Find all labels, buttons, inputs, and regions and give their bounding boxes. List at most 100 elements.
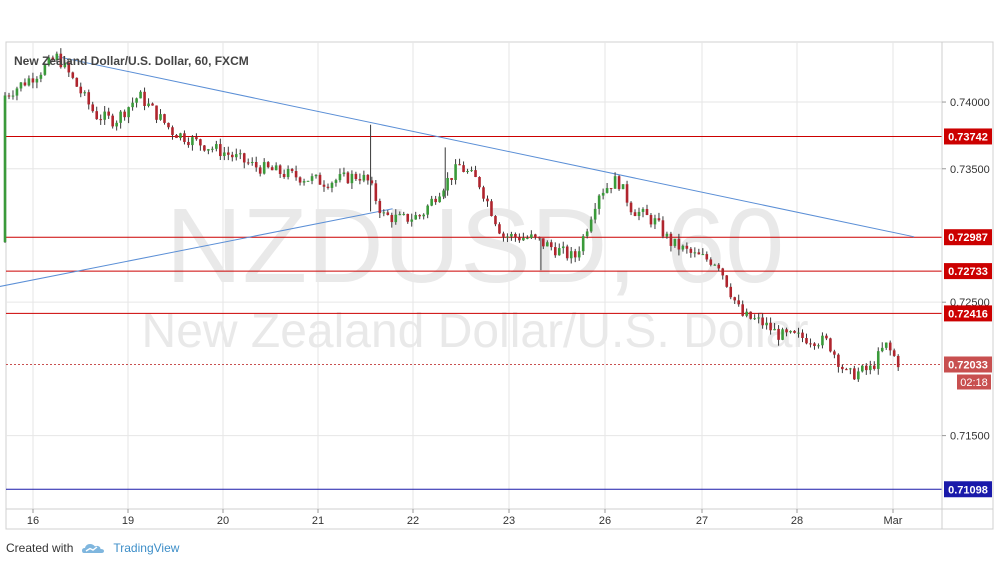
candle-body — [880, 347, 884, 352]
candle-body — [346, 172, 350, 184]
candle-body — [801, 332, 804, 339]
candle-body — [669, 233, 673, 246]
candle-body — [47, 57, 51, 66]
x-tick-label: 27 — [696, 515, 708, 527]
candle-body — [215, 144, 218, 149]
current-price-badge: 0.72033 — [948, 359, 988, 371]
candle-body — [569, 251, 573, 259]
candle-body — [374, 183, 378, 201]
candle-body — [167, 122, 170, 128]
candle-body — [474, 170, 477, 178]
candle-body — [685, 245, 689, 249]
candle-body — [865, 365, 868, 371]
candle-body — [534, 234, 537, 237]
candle-body — [59, 53, 63, 68]
countdown-badge: 02:18 — [960, 377, 988, 389]
candle-body — [657, 218, 661, 221]
candle-body — [442, 190, 445, 197]
candle-body — [258, 167, 262, 174]
candle-body — [334, 180, 338, 183]
candle-body — [876, 351, 880, 369]
candle-body — [737, 300, 740, 305]
candle-body — [777, 328, 780, 340]
candle-body — [314, 174, 318, 177]
candle-body — [502, 233, 505, 237]
candle-body — [143, 91, 146, 106]
candle-body — [633, 212, 637, 217]
level-price-badge-bg — [944, 128, 992, 145]
level-price-badge-bg — [944, 229, 992, 246]
candle-body — [510, 233, 513, 237]
candle-body — [677, 238, 681, 250]
candle-body — [649, 215, 653, 225]
candle-body — [310, 176, 314, 181]
candle-body — [95, 111, 99, 120]
level-price-badge: 0.73742 — [948, 131, 988, 143]
x-tick-label: 20 — [217, 515, 229, 527]
candle-body — [55, 53, 59, 61]
candle-body — [896, 355, 900, 368]
candle-body — [892, 350, 896, 356]
x-tick-label: 22 — [407, 515, 419, 527]
candle-body — [370, 180, 374, 184]
candle-body — [234, 154, 238, 158]
candle-body — [621, 184, 625, 190]
candle-body — [645, 209, 649, 216]
candle-body — [179, 133, 182, 139]
candle-body — [450, 177, 453, 180]
candle-body — [446, 177, 449, 191]
candle-body — [91, 104, 95, 112]
candle-body — [514, 233, 517, 238]
candle-body — [613, 176, 617, 189]
tradingview-logo-icon[interactable] — [81, 541, 107, 555]
candle-body — [653, 218, 657, 225]
candle-body — [242, 153, 246, 163]
candle-body — [589, 219, 593, 232]
candle-body — [147, 103, 150, 106]
candle-body — [386, 212, 390, 215]
candle-body — [773, 328, 776, 331]
candle-body — [195, 137, 198, 140]
candle-body — [402, 213, 406, 215]
candle-body — [290, 169, 294, 172]
candle-body — [338, 174, 342, 181]
candle-body — [470, 170, 473, 172]
candle-body — [87, 92, 91, 105]
candle-body — [725, 275, 729, 287]
candle-body — [83, 92, 87, 94]
candle-body — [597, 195, 601, 209]
candle-body — [498, 224, 501, 234]
candle-body — [861, 365, 864, 372]
candle-body — [326, 186, 330, 188]
candle-body — [199, 139, 202, 146]
candle-body — [27, 78, 31, 86]
candle-body — [103, 111, 106, 120]
candle-body — [238, 153, 242, 155]
candle-body — [159, 114, 162, 120]
candle-body — [809, 343, 812, 345]
candle-body — [609, 188, 613, 190]
horizontal-levels — [6, 135, 942, 490]
candle-body — [805, 338, 808, 344]
candle-body — [697, 252, 701, 255]
x-tick-label: Mar — [884, 515, 903, 527]
candle-body — [522, 237, 525, 241]
time-axis[interactable]: 16 19 20 21 22 23 26 27 28 Mar — [27, 509, 903, 527]
level-price-badge: 0.72733 — [948, 266, 988, 278]
candle-body — [617, 176, 621, 190]
level-price-badge: 0.71098 — [948, 484, 988, 496]
tradingview-link[interactable]: TradingView — [113, 541, 180, 555]
x-tick-label: 21 — [312, 515, 324, 527]
candle-body — [406, 213, 410, 222]
level-price-badge-bg — [944, 305, 992, 322]
candle-body — [278, 165, 282, 174]
current-price-badge-bg — [944, 356, 992, 373]
candle-body — [705, 254, 709, 260]
level-price-badge: 0.72416 — [948, 308, 988, 320]
y-tick-label: 0.73500 — [950, 164, 990, 176]
candle-body — [797, 332, 800, 334]
candle-body — [362, 174, 366, 181]
candle-body — [553, 247, 557, 256]
candle-body — [549, 242, 553, 248]
